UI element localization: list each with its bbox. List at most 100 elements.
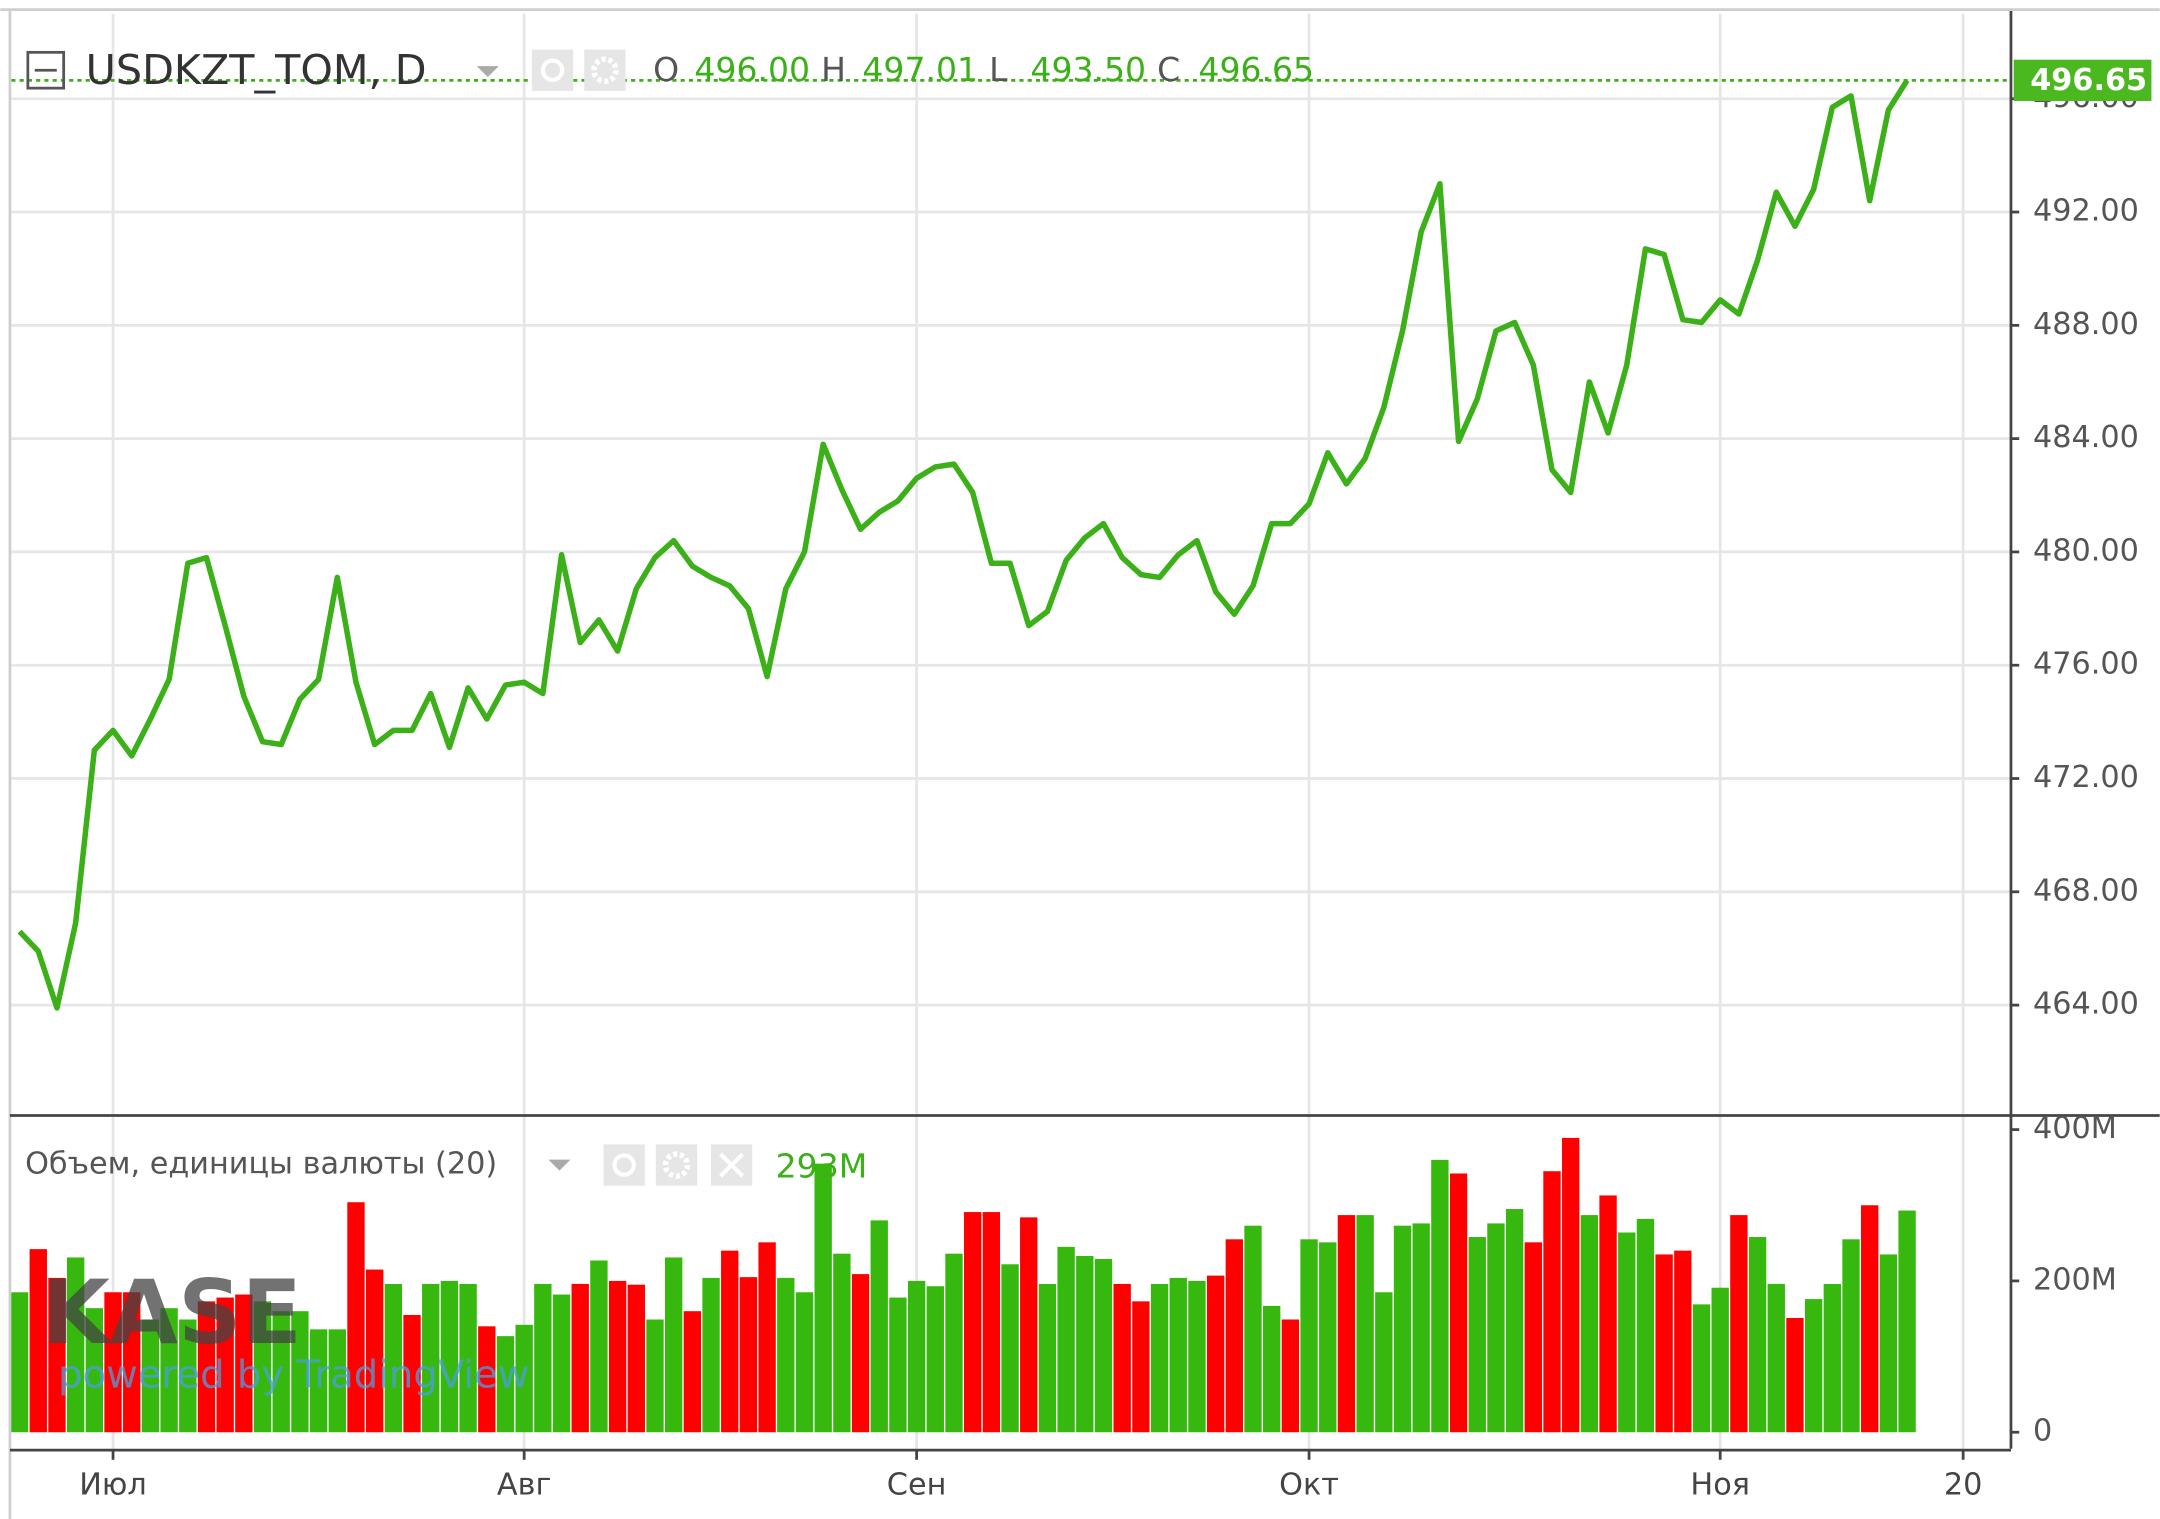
eye-icon [612, 1153, 636, 1177]
volume-bar [179, 1319, 197, 1433]
volume-bar [814, 1163, 832, 1433]
volume-bar [403, 1314, 421, 1433]
volume-bar [534, 1283, 552, 1433]
last-price-label: 496.65 [2030, 63, 2147, 98]
volume-bar [1356, 1215, 1374, 1433]
volume-bar [907, 1280, 926, 1433]
volume-bar [1393, 1225, 1412, 1433]
volume-bar [1337, 1215, 1356, 1433]
watermark-logo: KASE [42, 1261, 302, 1364]
ohlc-value: 493.50 [1030, 50, 1146, 89]
volume-bar [795, 1292, 814, 1433]
volume-bar [1225, 1239, 1243, 1433]
volume-bar [1319, 1242, 1337, 1433]
collapse-icon[interactable] [26, 50, 66, 90]
x-tick-label: Окт [1279, 1467, 1339, 1502]
volume-bar [608, 1280, 627, 1433]
volume-bar [1094, 1258, 1113, 1433]
y-tick-label: 472.00 [2033, 760, 2139, 795]
volume-bar [1543, 1171, 1561, 1433]
volume-bar [1150, 1283, 1169, 1433]
ohlc-key: O [653, 50, 679, 89]
volume-bar [683, 1311, 702, 1433]
ohlc-readout: O 496.00 H 497.01 L 493.50 C 496.65 [653, 50, 1314, 89]
volume-bar [1001, 1264, 1019, 1433]
volume-bar [1618, 1232, 1636, 1433]
eye-button[interactable] [531, 49, 574, 91]
volume-bar [1524, 1242, 1542, 1433]
y-tick-label: 464.00 [2033, 987, 2139, 1022]
y-tick-label: 480.00 [2033, 533, 2139, 568]
volume-bar [216, 1297, 234, 1433]
volume-bar [440, 1280, 459, 1433]
price-line [17, 78, 1910, 1011]
gear-icon [591, 56, 619, 85]
volume-bar [478, 1326, 496, 1433]
x-tick-label: Июл [79, 1467, 147, 1502]
volume-bar [1861, 1205, 1879, 1433]
x-tick-label: Ноя [1690, 1467, 1750, 1502]
eye-button[interactable] [603, 1144, 645, 1186]
volume-bar [515, 1324, 533, 1433]
y-tick-label: 488.00 [2033, 307, 2139, 342]
volume-bar [197, 1301, 216, 1433]
volume-bar [870, 1220, 888, 1433]
volume-bar [777, 1277, 795, 1433]
volume-bar [160, 1308, 178, 1433]
settings-button[interactable] [655, 1144, 698, 1186]
volume-bar [365, 1269, 384, 1433]
y-tick-label: 476.00 [2033, 647, 2139, 682]
ohlc-key: H [821, 50, 846, 89]
watermark-credit: powered by TradingView [58, 1353, 529, 1398]
symbol-title: USDKZT_TOM, D [86, 46, 427, 94]
volume-bar [1076, 1255, 1094, 1433]
last-price-badge [2013, 59, 2152, 101]
volume-bar [1730, 1215, 1748, 1433]
volume-bar [1281, 1319, 1300, 1433]
volume-bar [1449, 1173, 1468, 1433]
volume-bar [851, 1274, 870, 1433]
volume-last-value: 293M [776, 1146, 868, 1185]
volume-bar [945, 1253, 963, 1433]
ohlc-key: L [989, 50, 1008, 89]
settings-button[interactable] [584, 49, 626, 91]
ohlc-key: C [1157, 50, 1180, 89]
volume-bar [571, 1283, 589, 1433]
volume-bar [1206, 1275, 1225, 1433]
volume-bar [422, 1283, 440, 1433]
volume-bar [1113, 1283, 1131, 1433]
x-tick-label: Сен [887, 1467, 947, 1502]
volume-bar [66, 1257, 85, 1433]
volume-bar [1711, 1287, 1729, 1433]
dropdown-arrow[interactable] [476, 66, 499, 78]
volume-bar [739, 1277, 758, 1433]
volume-bar [926, 1286, 944, 1433]
dropdown-arrow[interactable] [548, 1159, 571, 1171]
volume-bar [590, 1260, 608, 1433]
volume-bar [10, 1292, 29, 1433]
volume-bar [1038, 1283, 1057, 1433]
volume-bar [48, 1277, 66, 1433]
volume-bar [141, 1319, 160, 1433]
close-icon [719, 1152, 745, 1178]
volume-bar [1487, 1223, 1505, 1433]
volume-bar [85, 1308, 104, 1433]
volume-bar [1636, 1218, 1655, 1433]
volume-bar [1879, 1254, 1898, 1433]
volume-bar [459, 1283, 477, 1433]
volume-title: Объем, единицы валюты (20) [25, 1147, 497, 1182]
volume-bar [104, 1292, 122, 1433]
volume-bar [702, 1277, 720, 1433]
volume-bar [384, 1283, 403, 1433]
volume-bar [1244, 1225, 1262, 1433]
x-tick-label: Авг [497, 1467, 551, 1502]
eye-icon [540, 58, 565, 82]
volume-bar [1020, 1217, 1038, 1433]
volume-bar [1804, 1299, 1823, 1433]
volume-bar [833, 1253, 851, 1433]
volume-bar [1842, 1239, 1860, 1433]
volume-bar [1898, 1210, 1916, 1433]
volume-bar [496, 1336, 515, 1433]
volume-bar [1580, 1215, 1599, 1433]
